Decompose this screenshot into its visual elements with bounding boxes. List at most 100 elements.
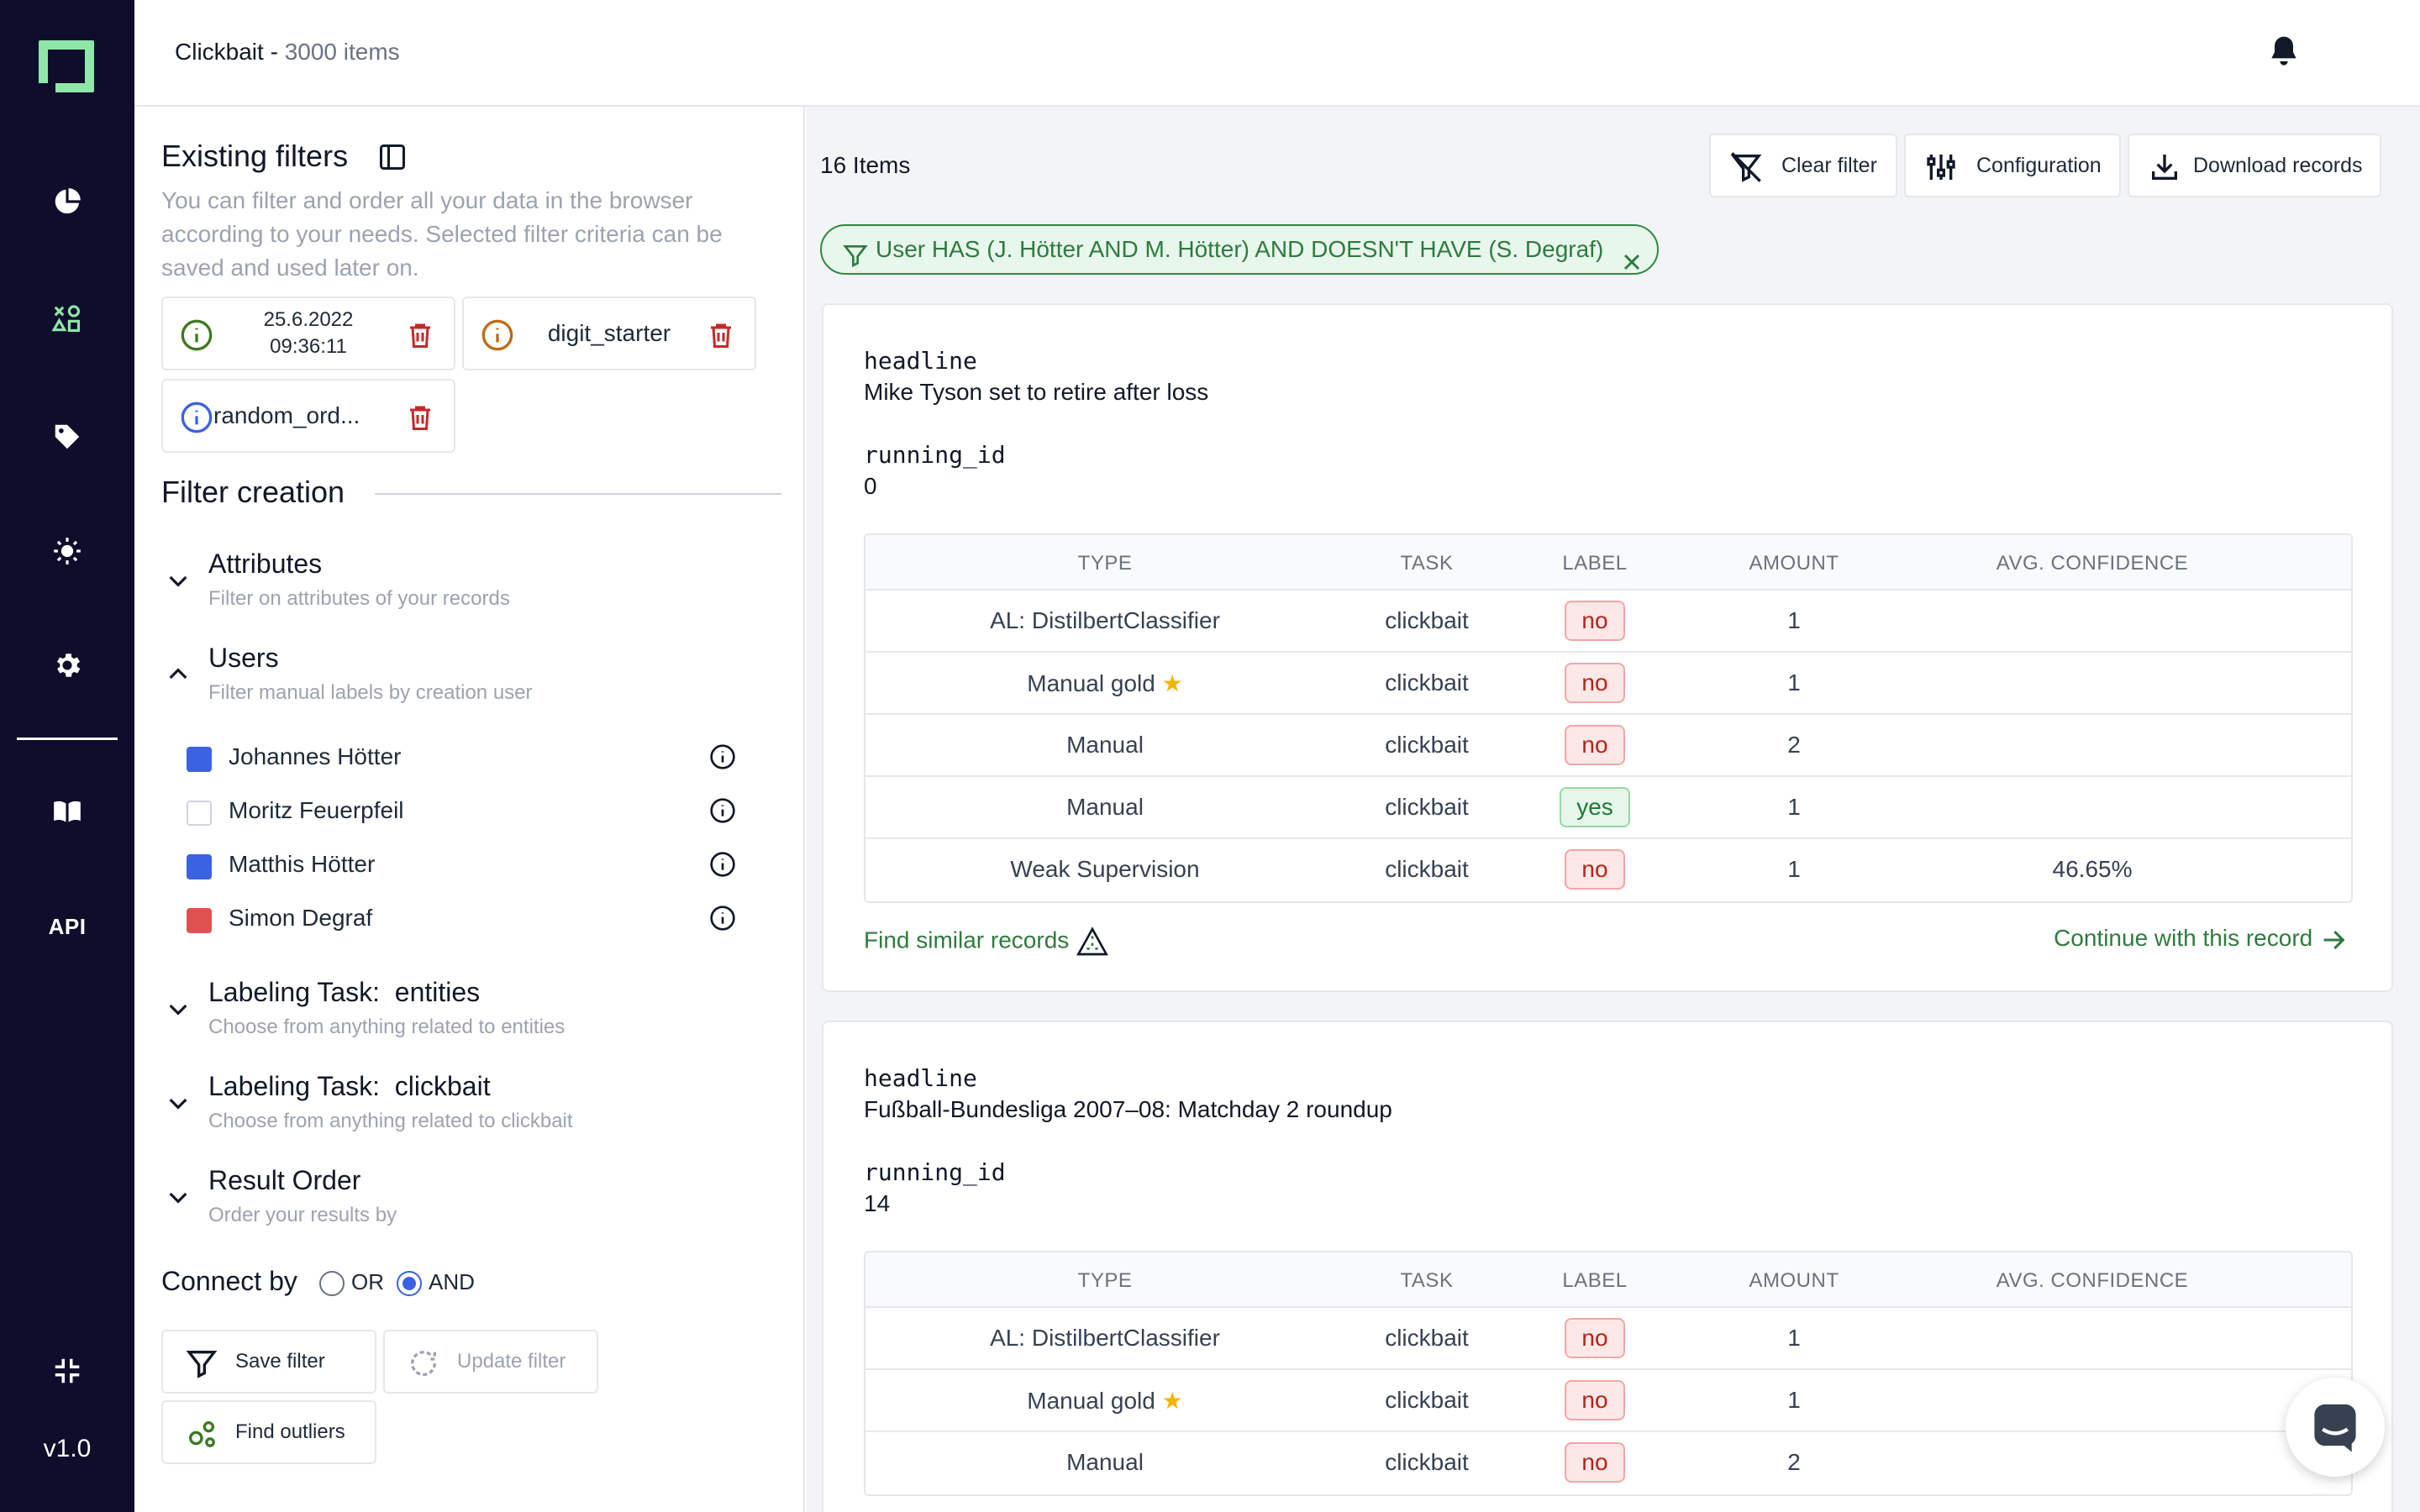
info-icon <box>180 318 213 352</box>
table-row: AL: DistilbertClassifier clickbait no 1 <box>865 1308 2351 1370</box>
gear-icon[interactable] <box>42 640 92 690</box>
cell-label: no <box>1509 849 1681 890</box>
saved-filter-label[interactable]: 25.6.2022 09:36:11 <box>222 307 395 360</box>
filter-icon <box>185 1347 218 1380</box>
connect-or-radio[interactable] <box>319 1271 345 1296</box>
close-icon[interactable] <box>1622 241 1642 270</box>
saved-filter-chip[interactable]: random_ord... <box>161 379 455 453</box>
saved-filter-time: 09:36:11 <box>270 335 347 358</box>
col-label: LABEL <box>1562 1269 1628 1292</box>
section-result-order[interactable]: Result Order Order your results by <box>161 1165 783 1232</box>
section-subtitle: Choose from anything related to entities <box>208 1016 566 1038</box>
info-icon[interactable] <box>709 743 736 770</box>
update-filter-button[interactable]: Update filter <box>383 1330 598 1394</box>
col-type: TYPE <box>1077 1269 1133 1292</box>
table-row: Manual gold ★ clickbait no 1 <box>865 1370 2351 1432</box>
info-icon[interactable] <box>709 905 736 932</box>
chat-launcher[interactable] <box>2286 1378 2385 1477</box>
trash-icon[interactable] <box>405 318 435 352</box>
label-badge: no <box>1565 725 1625 765</box>
section-task-clickbait[interactable]: Labeling Task: clickbait Choose from any… <box>161 1071 783 1138</box>
cell-amount: 1 <box>1787 856 1801 882</box>
table-row: Manual clickbait yes 1 <box>865 777 2351 839</box>
active-filter-pill[interactable]: User HAS (J. Hötter AND M. Hötter) AND D… <box>820 224 1660 275</box>
collapse-icon[interactable] <box>42 1346 92 1396</box>
save-filter-button[interactable]: Save filter <box>161 1330 376 1394</box>
label-badge: yes <box>1560 787 1630 827</box>
find-similar-link[interactable]: Find similar records <box>864 925 1109 958</box>
trash-icon[interactable] <box>706 318 736 352</box>
record-card: headline Fußball-Bundesliga 2007–08: Mat… <box>822 1021 2393 1512</box>
lightbulb-icon[interactable] <box>42 526 92 576</box>
section-subtitle: Filter on attributes of your records <box>208 587 510 610</box>
shapes-icon[interactable] <box>42 294 92 344</box>
api-link[interactable]: API <box>48 914 87 939</box>
saved-filter-label[interactable]: random_ord... <box>213 402 360 428</box>
continue-record-link[interactable]: Continue with this record <box>2054 925 2348 954</box>
cell-type-text: Manual gold <box>1027 670 1155 696</box>
similar-icon <box>1076 927 1109 956</box>
bell-icon[interactable] <box>2265 34 2302 71</box>
pie-chart-icon[interactable] <box>42 176 92 227</box>
user-checkbox[interactable] <box>187 908 212 933</box>
user-name: Matthis Hötter <box>229 851 376 877</box>
find-similar-label: Find similar records <box>864 927 1070 953</box>
save-filter-label: Save filter <box>235 1350 325 1373</box>
cell-task: clickbait <box>1385 1387 1469 1413</box>
configuration-label: Configuration <box>1976 154 2102 177</box>
download-records-button[interactable]: Download records <box>2128 134 2381 197</box>
field-value: Fußball-Bundesliga 2007–08: Matchday 2 r… <box>864 1096 1392 1122</box>
section-attributes[interactable]: Attributes Filter on attributes of your … <box>161 549 783 616</box>
configuration-button[interactable]: Configuration <box>1904 134 2121 197</box>
info-icon[interactable] <box>709 797 736 824</box>
table-row: Manual gold ★ clickbait no 1 <box>865 653 2351 715</box>
connect-and-radio[interactable] <box>397 1271 422 1296</box>
download-icon <box>2148 150 2181 184</box>
user-checkbox[interactable] <box>187 854 212 879</box>
user-filter-row[interactable]: Moritz Feuerpfeil <box>187 795 741 829</box>
col-label: LABEL <box>1562 552 1628 575</box>
saved-filter-date: 25.6.2022 <box>263 308 354 331</box>
user-checkbox[interactable] <box>187 801 212 826</box>
user-name: Johannes Hötter <box>229 743 402 769</box>
cell-label: no <box>1509 1318 1681 1358</box>
trash-icon[interactable] <box>405 401 435 434</box>
arrow-right-icon <box>2319 925 2348 951</box>
user-checkbox[interactable] <box>187 747 212 772</box>
table-row: Manual clickbait no 2 <box>865 1432 2351 1494</box>
section-users[interactable]: Users Filter manual labels by creation u… <box>161 643 783 710</box>
cell-task: clickbait <box>1385 1449 1469 1475</box>
chevron-down-icon[interactable] <box>165 995 192 1022</box>
find-outliers-label: Find outliers <box>235 1420 345 1443</box>
field-value: 0 <box>864 473 877 499</box>
saved-filter-label[interactable]: digit_starter <box>547 320 671 346</box>
info-icon[interactable] <box>709 851 736 878</box>
cell-task: clickbait <box>1385 732 1469 758</box>
chevron-down-icon[interactable] <box>165 1184 192 1210</box>
section-title: Labeling Task: entities <box>208 977 481 1007</box>
label-badge: no <box>1565 849 1625 890</box>
find-outliers-button[interactable]: Find outliers <box>161 1400 376 1464</box>
user-filter-row[interactable]: Johannes Hötter <box>187 742 741 775</box>
user-filter-row[interactable]: Matthis Hötter <box>187 849 741 883</box>
active-filter-text: User HAS (J. Hötter AND M. Hötter) AND D… <box>876 236 1604 262</box>
filter-panel: Existing filters You can filter and orde… <box>134 107 805 1512</box>
chevron-down-icon[interactable] <box>165 567 192 594</box>
label-badge: no <box>1565 601 1625 641</box>
chevron-down-icon[interactable] <box>165 1089 192 1116</box>
book-icon[interactable] <box>42 786 92 837</box>
clear-filter-button[interactable]: Clear filter <box>1709 134 1897 197</box>
section-subtitle: Order your results by <box>208 1204 397 1226</box>
saved-filter-chip[interactable]: 25.6.2022 09:36:11 <box>161 297 455 370</box>
cell-amount: 1 <box>1787 1325 1801 1351</box>
section-task-entities[interactable]: Labeling Task: entities Choose from anyt… <box>161 977 783 1044</box>
label-badge: no <box>1565 1442 1625 1483</box>
records-toolbar: 16 Items Clear filter Configuration Down… <box>807 107 2420 291</box>
user-filter-row[interactable]: Simon Degraf <box>187 903 741 937</box>
chevron-up-icon[interactable] <box>165 661 192 688</box>
logo-icon[interactable] <box>39 40 94 92</box>
table-header: TYPE TASK LABEL AMOUNT AVG. CONFIDENCE <box>865 1252 2351 1308</box>
sidebar-toggle-icon[interactable] <box>376 142 408 172</box>
saved-filter-chip[interactable]: digit_starter <box>462 297 756 370</box>
tag-icon[interactable] <box>42 412 92 462</box>
